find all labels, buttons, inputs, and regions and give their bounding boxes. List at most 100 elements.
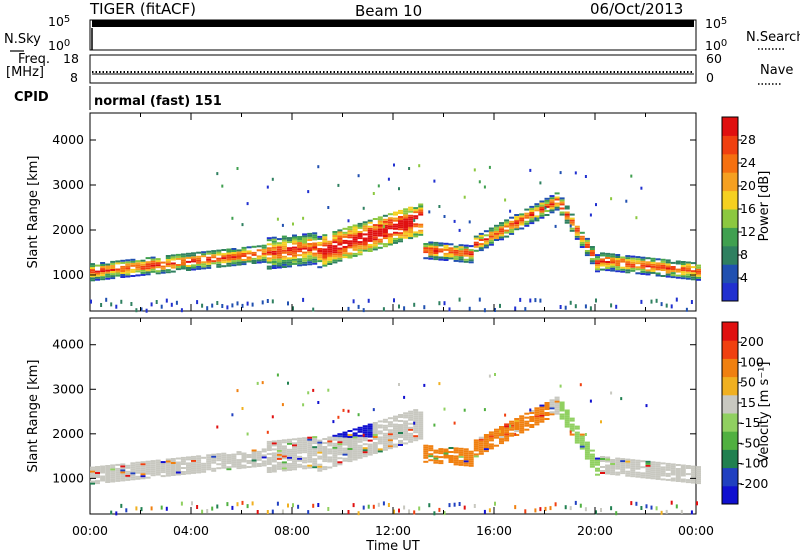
echo-cell (276, 217, 279, 221)
echo-cell (589, 399, 592, 403)
echo-cell (90, 265, 95, 268)
echo-cell (287, 450, 292, 453)
echo-cell (488, 433, 494, 436)
echo-cell (196, 467, 202, 470)
echo-cell (216, 251, 222, 254)
echo-cell (342, 441, 348, 444)
echo-cell (332, 460, 338, 463)
echo-cell (287, 462, 292, 465)
echo-cell (675, 297, 678, 302)
echo-cell (312, 464, 318, 467)
echo-cell (246, 258, 252, 261)
echo-cell (488, 431, 494, 434)
echo-cell (655, 473, 661, 476)
echo-cell (246, 202, 249, 206)
echo-cell (494, 235, 499, 237)
echo-cell (196, 457, 202, 460)
echo-cell (312, 462, 318, 465)
echo-cell (170, 270, 176, 273)
echo-cell (625, 255, 631, 258)
echo-cell (615, 473, 621, 476)
colorbar-segment (722, 322, 738, 341)
echo-cell (398, 234, 403, 237)
echo-cell (544, 201, 550, 204)
echo-cell (473, 249, 479, 252)
echo-cell (529, 426, 535, 428)
echo-cell (231, 505, 234, 510)
echo-cell (135, 266, 141, 269)
echo-cell (382, 235, 388, 237)
echo-cell (362, 447, 368, 450)
echo-cell (645, 468, 651, 471)
echo-cell (504, 433, 510, 436)
echo-cell (115, 270, 121, 273)
echo-cell (584, 453, 590, 456)
x-axis-label: Time UT (365, 539, 419, 554)
echo-cell (690, 471, 696, 474)
echo-cell (155, 467, 161, 470)
echo-cell (670, 266, 676, 268)
echo-cell (433, 243, 439, 246)
echo-cell (534, 411, 540, 414)
echo-cell (403, 212, 409, 215)
echo-cell (226, 262, 232, 265)
echo-cell (357, 413, 360, 417)
echo-cell (428, 251, 434, 254)
echo-cell (110, 277, 116, 280)
colorbar-segment (722, 135, 738, 155)
echo-cell (221, 249, 227, 251)
echo-cell (317, 451, 323, 454)
echo-cell (276, 465, 282, 468)
echo-cell (499, 442, 504, 445)
echo-cell (504, 225, 510, 228)
echo-cell (110, 510, 113, 515)
echo-cell (150, 256, 156, 259)
echo-cell (367, 298, 370, 303)
echo-cell (382, 231, 388, 233)
echo-cell (150, 258, 156, 261)
echo-cell (428, 247, 434, 250)
echo-cell (337, 243, 343, 246)
echo-cell (574, 233, 580, 236)
echo-cell (443, 450, 449, 453)
echo-cell (302, 233, 308, 236)
echo-cell (463, 454, 469, 457)
echo-cell (690, 270, 696, 273)
echo-cell (584, 237, 590, 240)
echo-cell (418, 231, 424, 234)
echo-cell (438, 301, 441, 306)
echo-cell (468, 257, 474, 260)
echo-cell (519, 427, 525, 430)
echo-cell (347, 232, 353, 235)
echo-cell (509, 424, 515, 427)
echo-cell (574, 227, 580, 230)
echo-cell (645, 269, 651, 272)
echo-cell (130, 468, 136, 471)
echo-cell (483, 442, 489, 445)
freq-unit: [MHz] (6, 65, 44, 80)
echo-cell (292, 450, 297, 453)
echo-cell (160, 505, 163, 510)
echo-cell (387, 177, 390, 181)
echo-cell (332, 259, 338, 262)
echo-cell (90, 474, 95, 477)
echo-cell (281, 235, 287, 238)
echo-cell (595, 254, 600, 257)
echo-cell (519, 227, 525, 230)
echo-cell (297, 258, 303, 261)
echo-cell (504, 435, 510, 438)
echo-cell (605, 456, 611, 459)
echo-cell (514, 214, 520, 216)
echo-cell (534, 417, 540, 420)
echo-cell (514, 306, 517, 311)
echo-cell (473, 237, 479, 240)
echo-cell (342, 408, 345, 412)
echo-cell (433, 248, 439, 250)
echo-cell (266, 471, 272, 473)
echo-cell (322, 454, 328, 456)
echo-cell (443, 252, 449, 255)
echo-cell (393, 419, 398, 422)
echo-cell (347, 234, 353, 237)
echo-cell (387, 227, 393, 230)
echo-cell (287, 259, 292, 262)
